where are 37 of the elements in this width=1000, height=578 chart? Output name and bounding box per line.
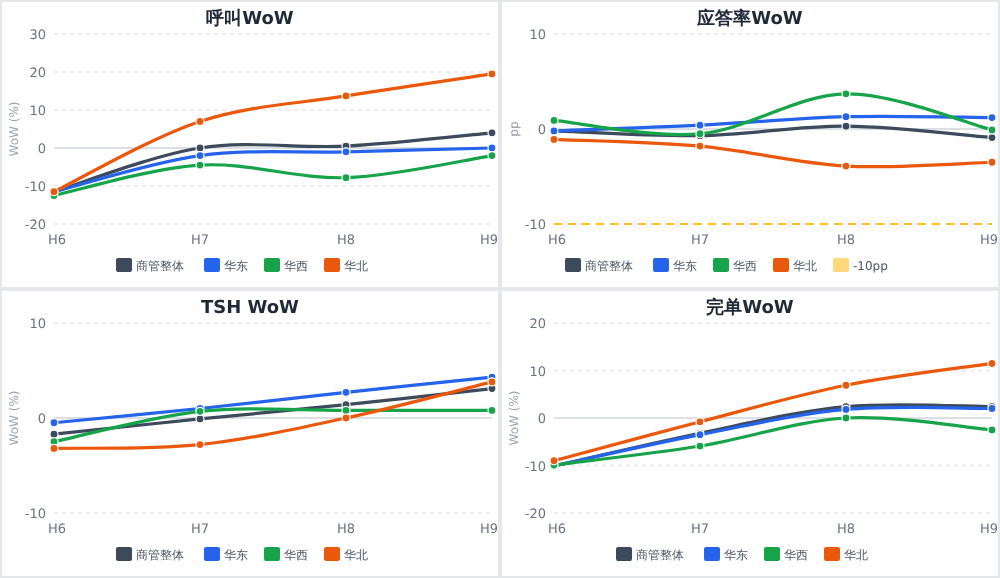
point <box>341 387 351 397</box>
point <box>49 443 59 453</box>
point <box>987 125 997 135</box>
chart-title: 应答率WoW <box>695 8 803 30</box>
point <box>841 161 851 171</box>
point <box>487 69 497 79</box>
point <box>487 143 497 153</box>
point <box>341 91 351 101</box>
point <box>841 121 851 131</box>
point <box>487 151 497 161</box>
point <box>487 377 497 387</box>
point <box>987 425 997 435</box>
point <box>195 151 205 161</box>
point <box>841 380 851 390</box>
chart-title: 呼叫WoW <box>206 8 294 30</box>
point <box>695 141 705 151</box>
point <box>195 143 205 153</box>
point <box>49 429 59 439</box>
point <box>341 173 351 183</box>
point <box>341 413 351 423</box>
chart-title: 完单WoW <box>706 297 794 319</box>
point <box>841 112 851 122</box>
point <box>841 413 851 423</box>
point <box>195 440 205 450</box>
point <box>549 134 559 145</box>
point <box>49 418 59 428</box>
point <box>987 113 997 123</box>
point <box>341 147 351 157</box>
point <box>695 441 705 451</box>
point <box>841 89 851 99</box>
point <box>195 160 205 170</box>
point <box>487 128 497 138</box>
point <box>195 414 205 424</box>
point <box>695 120 705 130</box>
point <box>987 157 997 167</box>
point <box>695 417 705 427</box>
chart-title: TSH WoW <box>200 299 300 319</box>
